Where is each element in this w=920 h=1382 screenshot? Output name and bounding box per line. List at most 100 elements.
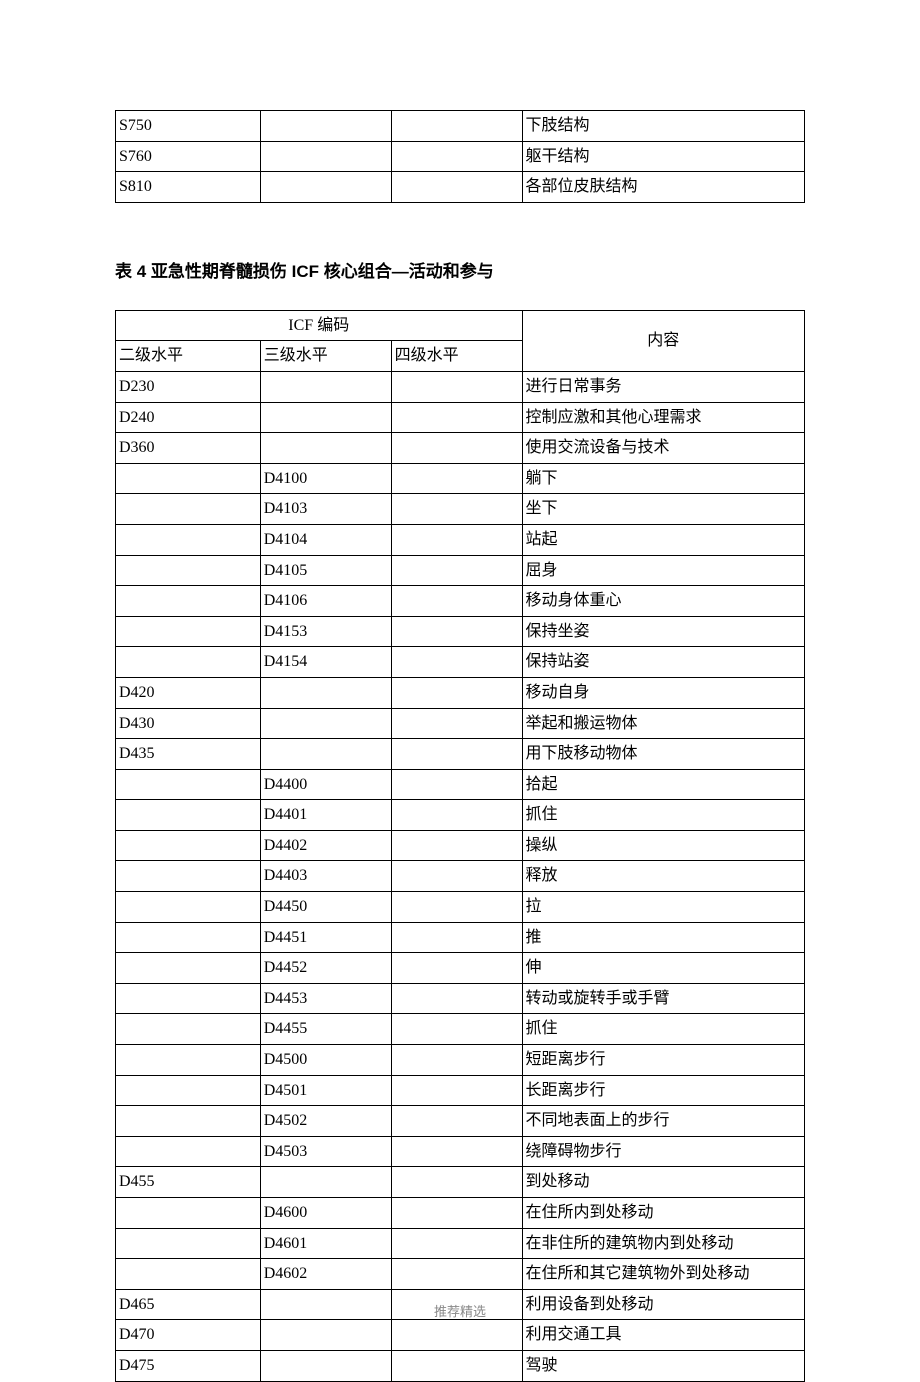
table-cell: D4402: [260, 830, 391, 861]
table-cell: [116, 1259, 261, 1290]
table-cell: [116, 769, 261, 800]
table4-title: 表 4 亚急性期脊髓损伤 ICF 核心组合—活动和参与: [115, 257, 805, 282]
table-cell: [116, 1075, 261, 1106]
table-cell: [391, 586, 522, 617]
table-cell: D475: [116, 1350, 261, 1381]
table-cell: 操纵: [522, 830, 805, 861]
table-cell: [116, 922, 261, 953]
table-row: D4500 短距离步行: [116, 1045, 805, 1076]
table-cell: D4400: [260, 769, 391, 800]
table-cell: D4453: [260, 983, 391, 1014]
table-cell: D4100: [260, 463, 391, 494]
table-cell: [260, 1350, 391, 1381]
table-cell: 控制应激和其他心理需求: [522, 402, 805, 433]
table-row: D420移动自身: [116, 677, 805, 708]
table-cell: 站起: [522, 524, 805, 555]
table-cell: 移动身体重心: [522, 586, 805, 617]
table-row: D360使用交流设备与技术: [116, 433, 805, 464]
table-cell: [116, 586, 261, 617]
table-cell: [391, 1320, 522, 1351]
table-row: D4154保持站姿: [116, 647, 805, 678]
table-cell: [116, 1228, 261, 1259]
table-cell: S750: [116, 111, 261, 142]
table-cell: [391, 830, 522, 861]
table-cell: 驾驶: [522, 1350, 805, 1381]
table-cell: 进行日常事务: [522, 371, 805, 402]
table-cell: [391, 1014, 522, 1045]
table-cell: [391, 433, 522, 464]
table-cell: D470: [116, 1320, 261, 1351]
table-cell: D240: [116, 402, 261, 433]
table-cell: D4455: [260, 1014, 391, 1045]
table-cell: D4600: [260, 1198, 391, 1229]
table-cell: [260, 371, 391, 402]
table-cell: D360: [116, 433, 261, 464]
table-cell: [260, 677, 391, 708]
table-cell: S760: [116, 141, 261, 172]
table-cell: [116, 892, 261, 923]
table-cell: [116, 1045, 261, 1076]
table-cell: 抓住: [522, 1014, 805, 1045]
table-cell: D4154: [260, 647, 391, 678]
table-cell: D4502: [260, 1106, 391, 1137]
table-cell: [391, 708, 522, 739]
table-cell: 屈身: [522, 555, 805, 586]
table-cell: 保持坐姿: [522, 616, 805, 647]
table-cell: D4105: [260, 555, 391, 586]
table-cell: 释放: [522, 861, 805, 892]
table-cell: [116, 953, 261, 984]
table-cell: [391, 494, 522, 525]
table-cell: [260, 402, 391, 433]
table-cell: [391, 800, 522, 831]
header-content: 内容: [522, 310, 805, 371]
table-cell: [116, 463, 261, 494]
table-row: D4453 转动或旋转手或手臂: [116, 983, 805, 1014]
header-icf-code: ICF 编码: [116, 310, 523, 341]
table-cell: 躯干结构: [522, 141, 805, 172]
table-cell: [260, 172, 391, 203]
table-cell: D4106: [260, 586, 391, 617]
table-cell: D435: [116, 739, 261, 770]
table-cell: D4450: [260, 892, 391, 923]
table-cell: 坐下: [522, 494, 805, 525]
table-cell: [391, 172, 522, 203]
table-cell: [260, 739, 391, 770]
table-row: D4153 保持坐姿: [116, 616, 805, 647]
subheader-level4: 四级水平: [391, 341, 522, 372]
table-row: D4451推: [116, 922, 805, 953]
table-row: D4452伸: [116, 953, 805, 984]
table-cell: D4503: [260, 1136, 391, 1167]
table-cell: D4153: [260, 616, 391, 647]
table-cell: 短距离步行: [522, 1045, 805, 1076]
table-cell: [391, 922, 522, 953]
table-cell: [116, 830, 261, 861]
table-row: D455到处移动: [116, 1167, 805, 1198]
table-cell: [391, 524, 522, 555]
table-cell: [391, 647, 522, 678]
table-cell: [116, 524, 261, 555]
table-cell: D4500: [260, 1045, 391, 1076]
table-cell: 到处移动: [522, 1167, 805, 1198]
table-row: D4100躺下: [116, 463, 805, 494]
table-cell: D4602: [260, 1259, 391, 1290]
table-cell: 移动自身: [522, 677, 805, 708]
table-cell: [391, 1228, 522, 1259]
table-row: D4105 屈身: [116, 555, 805, 586]
table-cell: 转动或旋转手或手臂: [522, 983, 805, 1014]
table-cell: [391, 1075, 522, 1106]
table-row: D230进行日常事务: [116, 371, 805, 402]
table-cell: [391, 953, 522, 984]
table-cell: 用下肢移动物体: [522, 739, 805, 770]
table-cell: [116, 1198, 261, 1229]
table-cell: 绕障碍物步行: [522, 1136, 805, 1167]
table-row: D4401抓住: [116, 800, 805, 831]
table-cell: [391, 892, 522, 923]
table-cell: 在住所和其它建筑物外到处移动: [522, 1259, 805, 1290]
table-row: D4106 移动身体重心: [116, 586, 805, 617]
table-row: D470利用交通工具: [116, 1320, 805, 1351]
table-row: D4502不同地表面上的步行: [116, 1106, 805, 1137]
table-row: S750下肢结构: [116, 111, 805, 142]
table-cell: D4103: [260, 494, 391, 525]
table-cell: 拉: [522, 892, 805, 923]
table-cell: [391, 677, 522, 708]
